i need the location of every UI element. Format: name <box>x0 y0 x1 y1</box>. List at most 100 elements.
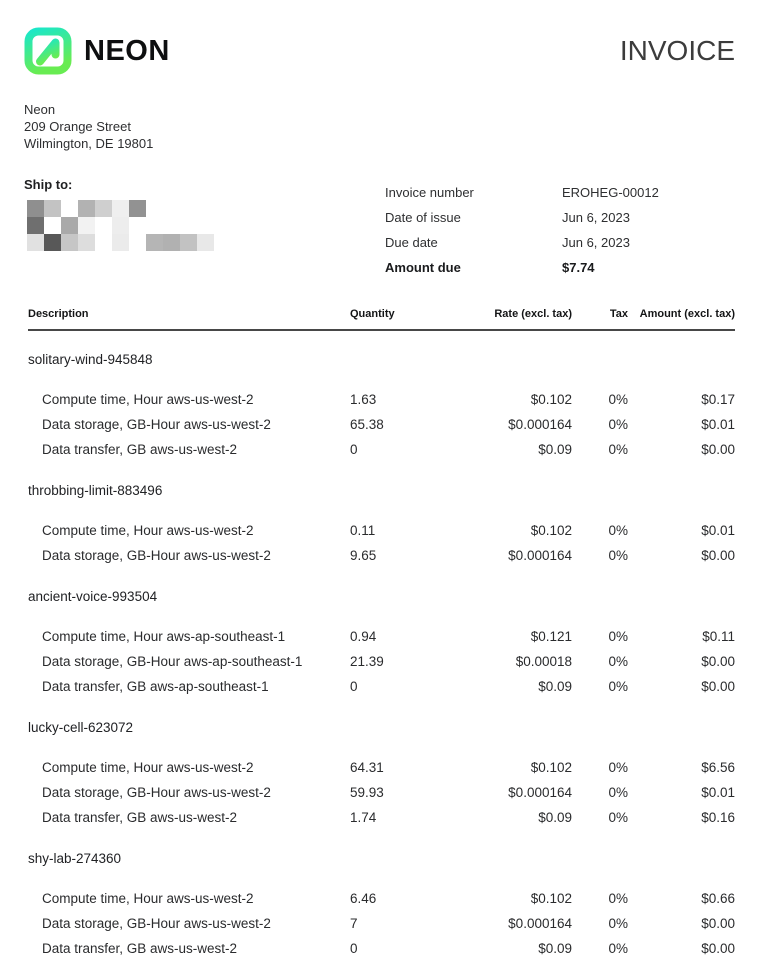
table-body: solitary-wind-945848 Compute time, Hour a… <box>28 331 735 961</box>
meta-value: Jun 6, 2023 <box>562 210 630 225</box>
line-item-rate: $0.09 <box>538 442 572 457</box>
redacted-pixel <box>44 234 61 251</box>
line-item-quantity: 1.63 <box>350 392 377 407</box>
line-item-description: Compute time, Hour aws-ap-southeast-1 <box>42 629 286 644</box>
line-item-tax: 0% <box>608 891 628 906</box>
line-item-rate: $0.09 <box>538 679 572 694</box>
line-item-rate: $0.09 <box>538 810 572 825</box>
line-item-description: Data transfer, GB aws-us-west-2 <box>42 810 238 825</box>
line-item-description: Data storage, GB-Hour aws-us-west-2 <box>42 916 271 931</box>
redacted-pixel <box>146 234 163 251</box>
line-item-tax: 0% <box>608 629 628 644</box>
project-group-name: lucky-cell-623072 <box>28 720 134 735</box>
company-address-line2: Wilmington, DE 19801 <box>24 136 154 151</box>
line-item-rate: $0.121 <box>530 629 572 644</box>
invoice-meta: Invoice number EROHEG-00012 Date of issu… <box>385 177 735 283</box>
project-group: shy-lab-274360 Compute time, Hour aws-us-… <box>28 830 735 961</box>
redacted-pixel <box>129 234 146 251</box>
meta-value: $7.74 <box>562 260 595 275</box>
line-item-amount: $0.17 <box>701 392 735 407</box>
redacted-pixel <box>78 234 95 251</box>
redacted-pixel <box>61 234 78 251</box>
redacted-pixel <box>112 200 129 217</box>
line-item-tax: 0% <box>608 785 628 800</box>
line-item-quantity: 0 <box>350 941 358 956</box>
line-item-quantity: 7 <box>350 916 358 931</box>
line-item-rate: $0.102 <box>530 392 572 407</box>
neon-logo-icon <box>24 27 72 75</box>
meta-row-date-of-issue: Date of issue Jun 6, 2023 <box>385 208 735 233</box>
line-item-quantity: 6.46 <box>350 891 377 906</box>
line-item-rate: $0.102 <box>530 523 572 538</box>
line-item-description: Data transfer, GB aws-us-west-2 <box>42 941 238 956</box>
column-header-rate: Rate (excl. tax) <box>494 308 572 320</box>
column-header-quantity: Quantity <box>350 308 395 320</box>
neon-wordmark: NEON <box>84 34 170 67</box>
invoice-header: NEON INVOICE <box>0 0 764 75</box>
line-item-rate: $0.000164 <box>508 548 572 563</box>
redacted-pixel-row <box>27 217 385 234</box>
redacted-recipient-image <box>27 200 385 251</box>
line-item-row: Data transfer, GB aws-us-west-2 0 $0.09 0% $… <box>28 437 735 462</box>
redacted-pixel <box>197 234 214 251</box>
line-item-tax: 0% <box>608 941 628 956</box>
meta-label: Due date <box>385 235 438 250</box>
line-item-amount: $0.00 <box>701 442 735 457</box>
line-items-table: Description Quantity Rate (excl. tax) Ta… <box>28 308 735 961</box>
redacted-pixel <box>61 200 78 217</box>
project-group: throbbing-limit-883496 Compute time, Hour… <box>28 462 735 568</box>
meta-label: Invoice number <box>385 185 474 200</box>
redacted-pixel <box>129 200 146 217</box>
line-item-rate: $0.00018 <box>515 654 572 669</box>
meta-value: EROHEG-00012 <box>562 185 659 200</box>
line-item-quantity: 65.38 <box>350 417 384 432</box>
invoice-title: INVOICE <box>619 35 735 66</box>
redacted-pixel-row <box>27 200 385 217</box>
redacted-pixel <box>27 234 44 251</box>
project-group-name: throbbing-limit-883496 <box>28 483 163 498</box>
line-item-tax: 0% <box>608 654 628 669</box>
redacted-pixel <box>112 234 129 251</box>
line-item-description: Data storage, GB-Hour aws-us-west-2 <box>42 548 271 563</box>
table-header-row: Description Quantity Rate (excl. tax) Ta… <box>28 308 735 331</box>
project-group: solitary-wind-945848 Compute time, Hour a… <box>28 331 735 462</box>
project-group-name: ancient-voice-993504 <box>28 589 158 604</box>
line-item-description: Compute time, Hour aws-us-west-2 <box>42 523 254 538</box>
redacted-pixel <box>95 200 112 217</box>
line-item-rate: $0.000164 <box>508 417 572 432</box>
redacted-pixel <box>78 217 95 234</box>
ship-to-label: Ship to: <box>24 177 73 192</box>
line-item-amount: $0.00 <box>701 548 735 563</box>
line-item-amount: $0.66 <box>701 891 735 906</box>
line-item-quantity: 0.94 <box>350 629 377 644</box>
redacted-pixel <box>61 217 78 234</box>
redacted-pixel <box>27 200 44 217</box>
line-item-row: Data storage, GB-Hour aws-us-west-2 9.65 $… <box>28 543 735 568</box>
line-item-description: Compute time, Hour aws-us-west-2 <box>42 392 254 407</box>
redacted-pixel <box>112 217 129 234</box>
meta-value: Jun 6, 2023 <box>562 235 630 250</box>
line-item-rate: $0.09 <box>538 941 572 956</box>
ship-and-meta-row: Ship to: Invoice number EROHEG-00012 Dat… <box>0 152 764 283</box>
line-item-amount: $0.00 <box>701 941 735 956</box>
line-item-row: Data transfer, GB aws-us-west-2 0 $0.09 0% $… <box>28 936 735 961</box>
project-group-name: solitary-wind-945848 <box>28 352 153 367</box>
line-item-tax: 0% <box>608 548 628 563</box>
project-group-name: shy-lab-274360 <box>28 851 122 866</box>
company-address: Neon 209 Orange Street Wilmington, DE 19… <box>0 75 764 152</box>
redacted-pixel <box>78 200 95 217</box>
line-item-row: Data transfer, GB aws-us-west-2 1.74 $0.09… <box>28 805 735 830</box>
redacted-pixel <box>95 234 112 251</box>
ship-to-section: Ship to: <box>24 177 385 283</box>
project-group: lucky-cell-623072 Compute time, Hour aws-… <box>28 699 735 830</box>
meta-row-invoice-number: Invoice number EROHEG-00012 <box>385 183 735 208</box>
redacted-pixel <box>44 200 61 217</box>
column-header-description: Description <box>28 308 89 320</box>
line-item-quantity: 21.39 <box>350 654 384 669</box>
line-item-quantity: 0.11 <box>350 523 376 538</box>
meta-row-due-date: Due date Jun 6, 2023 <box>385 233 735 258</box>
line-item-row: Compute time, Hour aws-us-west-2 0.11 $0.1… <box>28 518 735 543</box>
line-item-tax: 0% <box>608 679 628 694</box>
meta-label: Date of issue <box>385 210 461 225</box>
